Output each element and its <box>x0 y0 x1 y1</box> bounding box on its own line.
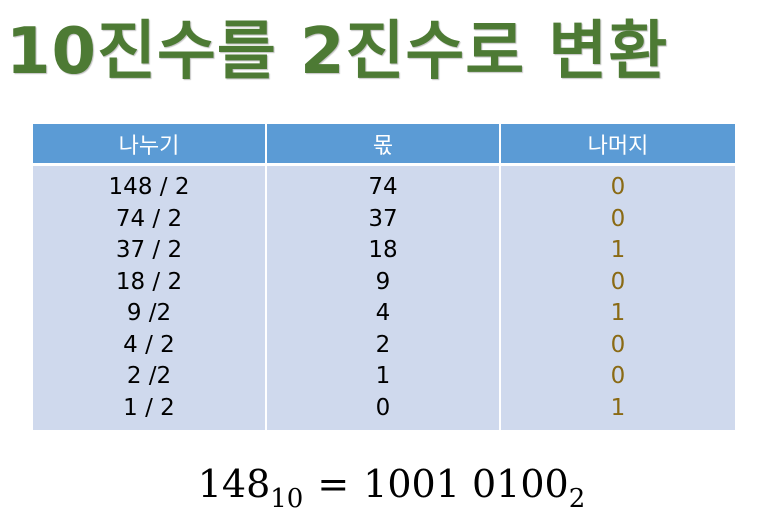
header-division: 나누기 <box>33 124 266 166</box>
quotient-cell: 37 <box>265 203 500 235</box>
table-row: 1 / 2 0 1 <box>33 392 735 430</box>
remainder-cell: 1 <box>499 392 735 430</box>
quotient-cell: 74 <box>265 164 500 204</box>
table-row: 18 / 2 9 0 <box>33 266 735 298</box>
decimal-value: 148 <box>197 462 271 506</box>
remainder-cell: 1 <box>499 235 735 267</box>
remainder-cell: 1 <box>499 298 735 330</box>
quotient-cell: 1 <box>265 361 500 393</box>
table-header-row: 나누기 몫 나머지 <box>33 124 735 166</box>
binary-value: 1001 0100 <box>363 462 569 506</box>
table-row: 9 /2 4 1 <box>33 298 735 330</box>
conversion-table: 나누기 몫 나머지 148 / 2 74 0 74 / 2 37 0 37 / … <box>33 124 735 430</box>
quotient-cell: 0 <box>265 392 500 430</box>
remainder-cell: 0 <box>499 266 735 298</box>
division-cell: 37 / 2 <box>33 235 266 267</box>
division-cell: 9 /2 <box>33 298 266 330</box>
header-remainder: 나머지 <box>499 124 735 166</box>
remainder-cell: 0 <box>499 329 735 361</box>
header-quotient: 몫 <box>265 124 500 166</box>
division-cell: 1 / 2 <box>33 392 266 430</box>
quotient-cell: 9 <box>265 266 500 298</box>
division-cell: 148 / 2 <box>33 164 266 204</box>
quotient-cell: 4 <box>265 298 500 330</box>
conversion-formula: 14810 = 1001 01002 <box>0 462 783 512</box>
quotient-cell: 2 <box>265 329 500 361</box>
division-cell: 2 /2 <box>33 361 266 393</box>
division-cell: 18 / 2 <box>33 266 266 298</box>
table-row: 2 /2 1 0 <box>33 361 735 393</box>
quotient-cell: 18 <box>265 235 500 267</box>
remainder-cell: 0 <box>499 203 735 235</box>
remainder-cell: 0 <box>499 164 735 204</box>
table-row: 74 / 2 37 0 <box>33 203 735 235</box>
division-cell: 4 / 2 <box>33 329 266 361</box>
table-row: 148 / 2 74 0 <box>33 164 735 204</box>
table-row: 4 / 2 2 0 <box>33 329 735 361</box>
page-title: 10진수를 2진수로 변환 <box>6 15 669 89</box>
table-row: 37 / 2 18 1 <box>33 235 735 267</box>
equals-sign: = <box>317 462 350 506</box>
binary-base: 2 <box>568 484 586 514</box>
decimal-base: 10 <box>270 484 304 514</box>
remainder-cell: 0 <box>499 361 735 393</box>
division-cell: 74 / 2 <box>33 203 266 235</box>
